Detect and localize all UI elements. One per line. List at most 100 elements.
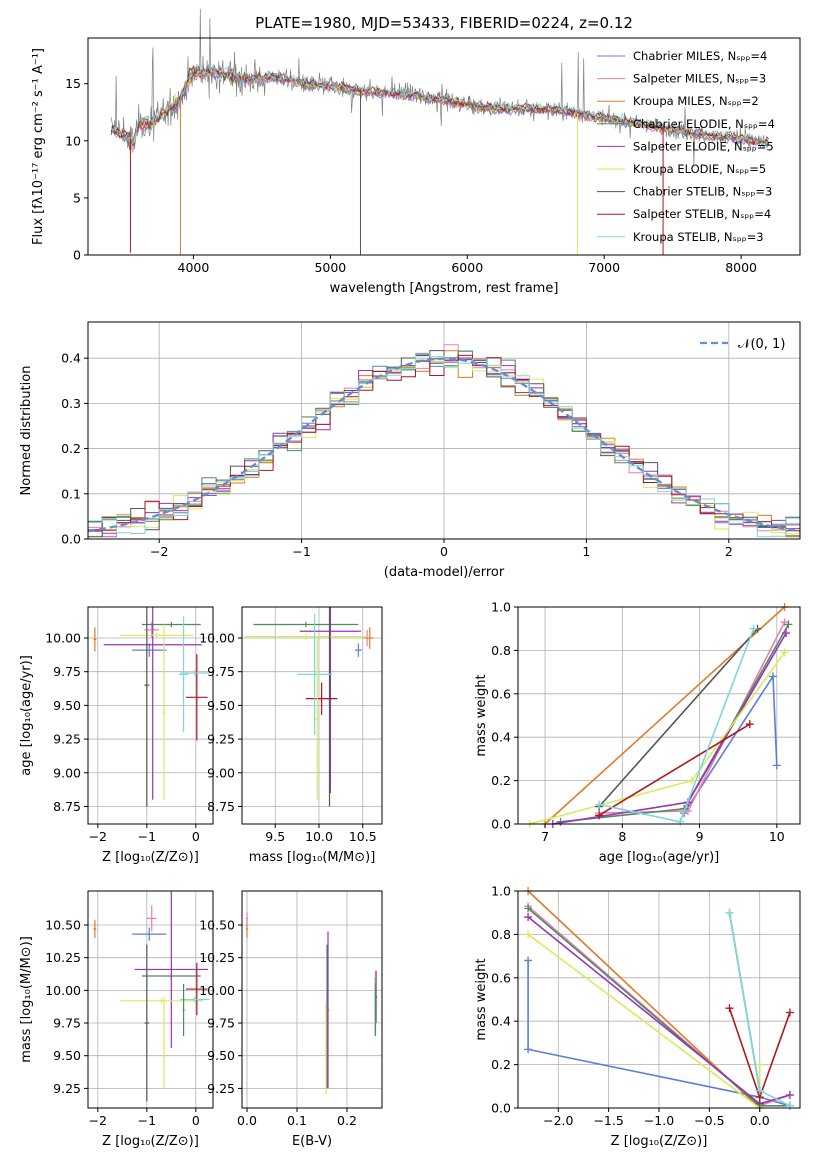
x-tick-label: −1 [292, 544, 310, 559]
y-tick-label: 10.50 [45, 917, 81, 932]
x-tick-label: 8000 [725, 260, 757, 275]
y-tick-label: 0 [73, 248, 81, 263]
x-tick-label: 7 [541, 829, 549, 844]
y-tick-label: 10 [65, 133, 81, 148]
y-axis-label: Normed distribution [19, 366, 34, 496]
y-axis-label: Flux [fλ10⁻¹⁷ erg cm⁻² s⁻¹ A⁻¹] [31, 48, 46, 245]
histogram-step [88, 353, 800, 532]
legend-label: Kroupa STELIB, Nₛₚₚ=3 [633, 230, 764, 244]
weight-marker [755, 1086, 764, 1095]
y-tick-label: 5 [73, 190, 81, 205]
x-tick-label: 1 [582, 544, 590, 559]
x-tick-label: 6000 [451, 260, 483, 275]
weight-marker [772, 761, 781, 770]
y-tick-label: 10.00 [199, 983, 235, 998]
legend-label: Chabrier STELIB, Nₛₚₚ=3 [633, 185, 772, 199]
y-tick-label: 0.2 [491, 773, 511, 788]
weight-marker [784, 620, 793, 629]
x-axis-label: Z [log₁₀(Z/Z⊙)] [102, 850, 199, 865]
y-tick-label: 9.75 [207, 1016, 235, 1031]
weight-marker [676, 817, 685, 826]
y-tick-label: 9.25 [53, 1081, 81, 1096]
legend-label: Salpeter STELIB, Nₛₚₚ=4 [633, 207, 771, 221]
figure-title: PLATE=1980, MJD=53433, FIBERID=0224, z=0… [255, 14, 633, 32]
axes-frame [241, 606, 383, 825]
x-tick-label: 0.0 [237, 1113, 257, 1128]
x-tick-label: 0 [192, 1113, 200, 1128]
x-tick-label: −0.5 [694, 1113, 724, 1128]
x-tick-label: 0.0 [750, 1113, 770, 1128]
x-tick-label: −2 [89, 829, 107, 844]
y-tick-label: 15 [65, 76, 81, 91]
weight-marker [755, 1060, 764, 1069]
y-tick-label: 10.00 [199, 631, 235, 646]
y-tick-label: 0.0 [61, 532, 81, 547]
histogram-step [88, 352, 800, 538]
y-tick-label: 0.2 [491, 1057, 511, 1072]
weight-marker [687, 776, 696, 785]
x-axis-label: Z [log₁₀(Z/Z⊙)] [102, 1134, 199, 1149]
panel-age_vs_mass: 9.5 10.0 10.5 8.75 9.00 9.25 9.50 9.75 10.00 mass… [199, 606, 383, 865]
x-tick-label: −2.0 [543, 1113, 573, 1128]
legend-label: Kroupa ELODIE, Nₛₚₚ=5 [633, 162, 766, 176]
x-tick-label: 10.0 [305, 829, 333, 844]
y-tick-label: 8.75 [207, 799, 235, 814]
y-tick-label: 9.00 [53, 765, 81, 780]
y-tick-label: 1.0 [491, 884, 511, 899]
y-tick-label: 0.4 [61, 351, 81, 366]
y-tick-label: 10.25 [45, 950, 81, 965]
y-tick-label: 0.0 [491, 817, 511, 832]
x-tick-label: −1 [138, 1113, 156, 1128]
errorbar-group [246, 911, 377, 1095]
x-tick-label: 0 [192, 829, 200, 844]
axes-frame [87, 890, 214, 1109]
x-axis-label: (data-model)/error [384, 565, 505, 580]
y-axis-label: age [log₁₀(age/yr)] [19, 655, 34, 776]
weight-marker [524, 930, 533, 939]
y-tick-label: 9.75 [53, 1016, 81, 1031]
y-tick-label: 9.75 [53, 664, 81, 679]
axes-frame [87, 606, 214, 825]
y-tick-label: 0.0 [491, 1101, 511, 1116]
x-tick-label: 5000 [314, 260, 346, 275]
y-tick-label: 9.00 [207, 765, 235, 780]
y-axis-label: mass [log₁₀(M/M⊙)] [19, 936, 34, 1063]
x-tick-label: 2 [725, 544, 733, 559]
weight-marker [768, 672, 777, 681]
weight-marker [725, 1004, 734, 1013]
x-axis-label: age [log₁₀(age/yr)] [599, 850, 720, 865]
y-tick-label: 9.50 [53, 698, 81, 713]
x-tick-label: −1.5 [593, 1113, 623, 1128]
legend-label: Salpeter MILES, Nₛₚₚ=3 [633, 72, 766, 86]
y-tick-label: 0.1 [61, 486, 81, 501]
x-axis-label: E(B-V) [292, 1134, 332, 1149]
weight-marker [785, 1090, 794, 1099]
x-tick-label: −1 [138, 829, 156, 844]
histogram-step [88, 350, 800, 538]
axes-frame [241, 890, 383, 1109]
weight-marker [524, 904, 533, 913]
y-tick-label: 10.50 [199, 917, 235, 932]
y-tick-label: 0.6 [491, 686, 511, 701]
x-tick-label: −2 [150, 544, 168, 559]
weight-marker [782, 629, 791, 638]
x-tick-label: 9.5 [265, 829, 285, 844]
x-tick-label: 10 [769, 829, 785, 844]
y-tick-label: 9.25 [53, 732, 81, 747]
weight-marker [745, 720, 754, 729]
weight-marker [595, 800, 604, 809]
weight-marker [749, 624, 758, 633]
weight-line [529, 652, 786, 825]
x-tick-label: 9 [696, 829, 704, 844]
weight-marker [524, 1045, 533, 1054]
y-tick-label: 0.4 [491, 730, 511, 745]
panel-spectrum: 4000 5000 6000 7000 8000 0 5 10 15 wavelength [An… [31, 8, 801, 296]
legend-label: Salpeter ELODIE, Nₛₚₚ=5 [633, 139, 774, 153]
x-axis-label: wavelength [Angstrom, rest frame] [330, 281, 559, 296]
y-tick-label: 1.0 [491, 600, 511, 615]
weight-marker [785, 1008, 794, 1017]
weight-marker [785, 1101, 794, 1110]
panel-age_vs_Z: −2 −1 0 8.75 9.00 9.25 9.50 9.75 10.00 Z [log₁₀(Z… [19, 606, 214, 865]
x-tick-label: 0 [440, 544, 448, 559]
